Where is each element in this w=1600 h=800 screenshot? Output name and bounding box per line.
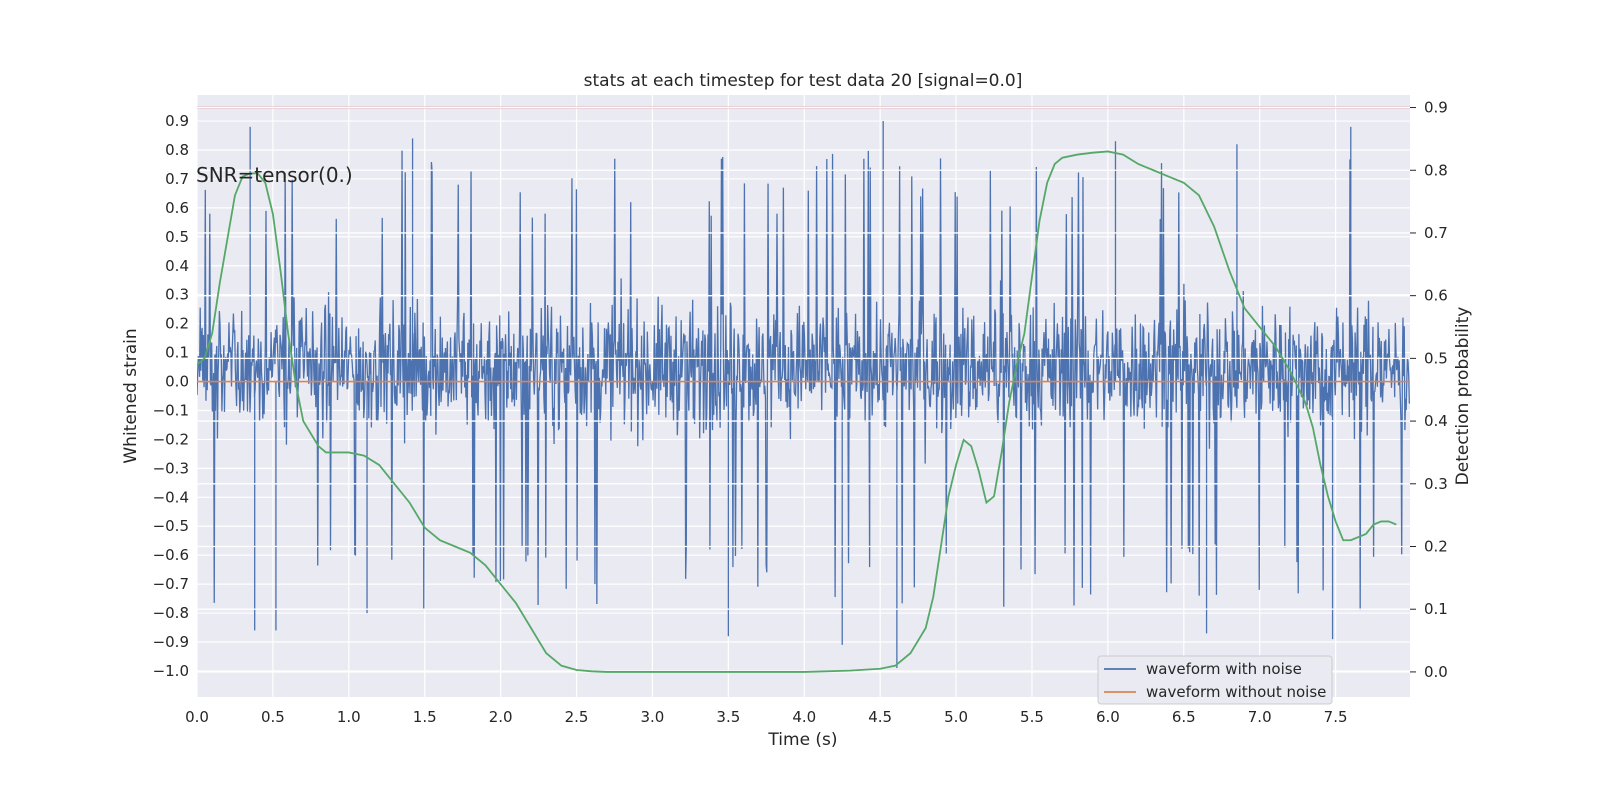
- y-tick-label: −0.7: [153, 575, 189, 593]
- y-right-tick-label: 0.0: [1424, 663, 1448, 681]
- y-tick-label: 0.8: [165, 141, 189, 159]
- x-tick-label: 1.5: [413, 708, 437, 726]
- snr-annotation: SNR=tensor(0.): [196, 163, 353, 187]
- noise-waveform-series: [197, 121, 1410, 669]
- y-right-tick-label: 0.4: [1424, 412, 1448, 430]
- x-tick-label: 7.5: [1324, 708, 1348, 726]
- chart-title: stats at each timestep for test data 20 …: [584, 71, 1023, 91]
- x-tick-label: 4.0: [792, 708, 816, 726]
- y-tick-label: 0.3: [165, 286, 189, 304]
- x-tick-label: 5.5: [1020, 708, 1044, 726]
- x-tick-label: 2.0: [489, 708, 513, 726]
- y-right-tick-label: 0.7: [1424, 224, 1448, 242]
- y-tick-label: 0.4: [165, 257, 189, 275]
- y-tick-label: −0.4: [153, 488, 189, 506]
- x-tick-label: 2.5: [565, 708, 589, 726]
- x-tick-label: 6.5: [1172, 708, 1196, 726]
- x-tick-label: 5.0: [944, 708, 968, 726]
- y-tick-label: 0.5: [165, 228, 189, 246]
- legend-box: [1097, 655, 1333, 705]
- y-right-tick-label: 0.1: [1424, 600, 1448, 618]
- x-tick-label: 4.5: [868, 708, 892, 726]
- x-axis-ticks: 0.0 0.5 1.0 1.5 2.0 2.5 3.0 3.5 4.0 4.5 5.0 5.5 6.0 6…: [185, 708, 1347, 726]
- legend-label-clean: waveform without noise: [1146, 683, 1326, 701]
- y-axis-ticks: 0.9 0.8 0.7 0.6 0.5 0.4 0.3 0.2 0.1 0.0 −0.1 −0.2 −0…: [153, 112, 189, 680]
- y-tick-label: 0.2: [165, 315, 189, 333]
- x-tick-label: 1.0: [337, 708, 361, 726]
- y-tick-label: −1.0: [153, 662, 189, 680]
- detection-probability-series: [197, 150, 1397, 673]
- y-right-tick-label: 0.6: [1424, 287, 1448, 305]
- y-tick-label: 0.6: [165, 199, 189, 217]
- x-tick-label: 0.5: [261, 708, 285, 726]
- y-axis-label: Whitened strain: [121, 328, 141, 463]
- x-axis-label: Time (s): [767, 730, 837, 750]
- x-tick-label: 3.5: [716, 708, 740, 726]
- plot-background: [197, 95, 1410, 697]
- y-right-tick-label: 0.5: [1424, 349, 1448, 367]
- y-right-tick-label: 0.2: [1424, 538, 1448, 556]
- legend: waveform with noise waveform without noi…: [1097, 655, 1333, 705]
- y-tick-label: −0.9: [153, 633, 189, 651]
- x-tick-label: 7.0: [1248, 708, 1272, 726]
- y-tick-label: 0.1: [165, 344, 189, 362]
- x-tick-label: 3.0: [641, 708, 665, 726]
- y-tick-label: −0.5: [153, 517, 189, 535]
- y-right-tick-label: 0.8: [1424, 161, 1448, 179]
- y-tick-label: 0.0: [165, 373, 189, 391]
- y-tick-label: −0.3: [153, 459, 189, 477]
- y-tick-label: 0.7: [165, 170, 189, 188]
- y-tick-label: −0.1: [153, 401, 189, 419]
- y-tick-label: 0.9: [165, 112, 189, 130]
- y-right-tick-label: 0.3: [1424, 475, 1448, 493]
- x-tick-label: 0.0: [185, 708, 209, 726]
- y-right-axis-label: Detection probability: [1453, 307, 1473, 486]
- y-right-axis-ticks: 0.9 0.8 0.7 0.6 0.5 0.4 0.3 0.2 0.1 0.0: [1410, 99, 1448, 681]
- y-right-tick-label: 0.9: [1424, 99, 1448, 117]
- y-tick-label: −0.6: [153, 546, 189, 564]
- y-tick-label: −0.2: [153, 430, 189, 448]
- legend-label-noise: waveform with noise: [1146, 660, 1302, 678]
- x-tick-label: 6.0: [1096, 708, 1120, 726]
- y-tick-label: −0.8: [153, 604, 189, 622]
